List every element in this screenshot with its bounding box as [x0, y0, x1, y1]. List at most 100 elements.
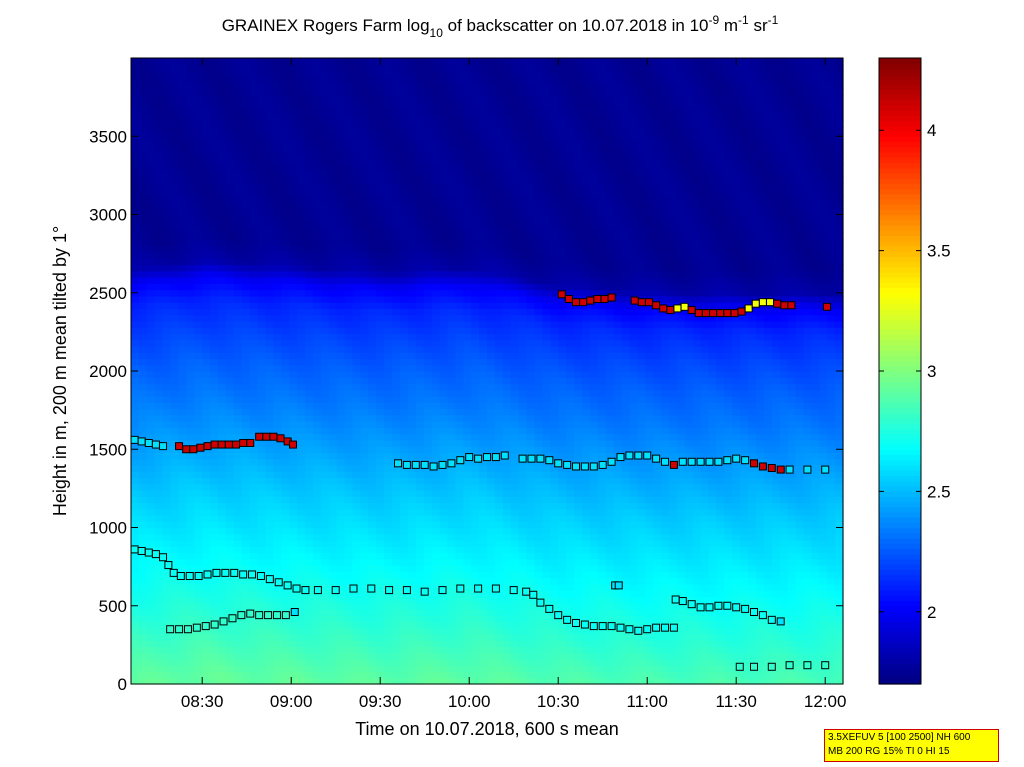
field-cell [305, 508, 314, 516]
field-cell [431, 208, 441, 216]
field-cell [281, 133, 290, 140]
field-cell [407, 352, 417, 360]
field-cell [186, 133, 195, 140]
field-cell [423, 608, 433, 616]
field-cell [273, 195, 282, 203]
field-cell [487, 577, 496, 585]
field-cell [479, 377, 488, 385]
field-cell [146, 608, 156, 616]
field-cell [399, 677, 409, 685]
field-cell [194, 540, 203, 547]
field-cell [194, 615, 203, 622]
field-cell [305, 114, 314, 122]
field-cell [131, 527, 140, 535]
field-cell [186, 658, 195, 666]
field-cell [186, 452, 195, 460]
field-cell [463, 239, 472, 247]
field-cell [186, 621, 195, 629]
field-cell [463, 665, 472, 673]
field-cell [146, 320, 156, 328]
field-cell [210, 552, 219, 560]
field-cell [447, 139, 456, 147]
field-cell [487, 201, 496, 209]
field-cell [376, 345, 385, 353]
field-cell [154, 345, 164, 353]
field-cell [138, 608, 148, 616]
field-cell [423, 514, 433, 522]
field-cell [241, 233, 251, 241]
field-cell [447, 352, 456, 360]
field-cell [407, 101, 417, 109]
field-cell [218, 652, 227, 660]
field-cell [305, 477, 314, 485]
field-cell [131, 189, 140, 197]
field-cell [360, 245, 369, 253]
field-cell [257, 439, 267, 447]
field-cell [479, 89, 488, 97]
field-cell [368, 302, 377, 309]
field-cell [249, 95, 259, 103]
field-cell [479, 633, 488, 641]
field-cell [431, 120, 441, 128]
field-cell [305, 427, 314, 435]
field-cell [186, 514, 195, 522]
field-cell [186, 377, 195, 385]
field-cell [138, 496, 148, 504]
field-cell [202, 458, 211, 466]
field-cell [392, 364, 401, 372]
field-cell [407, 364, 417, 372]
field-cell [455, 552, 464, 560]
field-cell [407, 64, 417, 72]
field-cell [423, 314, 433, 322]
field-cell [502, 552, 512, 560]
field-cell [225, 452, 235, 460]
field-cell [202, 471, 211, 479]
field-cell [241, 590, 251, 597]
field-cell [352, 70, 362, 78]
field-cell [415, 208, 425, 216]
field-cell [431, 646, 441, 654]
field-cell [415, 671, 425, 679]
field-cell [447, 114, 456, 122]
field-cell [471, 327, 480, 335]
field-cell [320, 414, 330, 422]
field-cell [297, 640, 306, 648]
field-cell [178, 164, 187, 172]
field-cell [336, 452, 346, 460]
field-cell [320, 145, 330, 153]
field-cell [273, 371, 282, 378]
field-cell [273, 345, 282, 353]
field-cell [471, 446, 480, 453]
field-cell [463, 558, 472, 566]
field-cell [194, 583, 203, 591]
field-cell [194, 101, 203, 109]
field-cell [431, 302, 441, 309]
field-cell [178, 433, 187, 441]
field-cell [502, 345, 512, 353]
field-cell [423, 583, 433, 591]
field-cell [273, 496, 282, 504]
field-cell [494, 145, 504, 153]
field-cell [241, 220, 251, 228]
field-cell [439, 189, 449, 197]
field-cell [510, 164, 520, 172]
field-cell [202, 540, 211, 547]
field-cell [336, 402, 346, 410]
field-cell [241, 452, 251, 460]
field-cell [241, 414, 251, 422]
field-cell [399, 245, 409, 253]
field-cell [320, 227, 330, 234]
field-cell [423, 164, 433, 172]
field-cell [447, 608, 456, 616]
field-cell [439, 76, 449, 84]
field-cell [439, 646, 449, 654]
field-cell [368, 471, 377, 479]
field-cell [479, 389, 488, 397]
field-cell [289, 502, 298, 510]
field-cell [431, 640, 441, 648]
field-cell [487, 176, 496, 184]
field-cell [265, 176, 274, 184]
field-cell [273, 521, 282, 529]
field-cell [392, 314, 401, 322]
field-cell [162, 151, 172, 159]
